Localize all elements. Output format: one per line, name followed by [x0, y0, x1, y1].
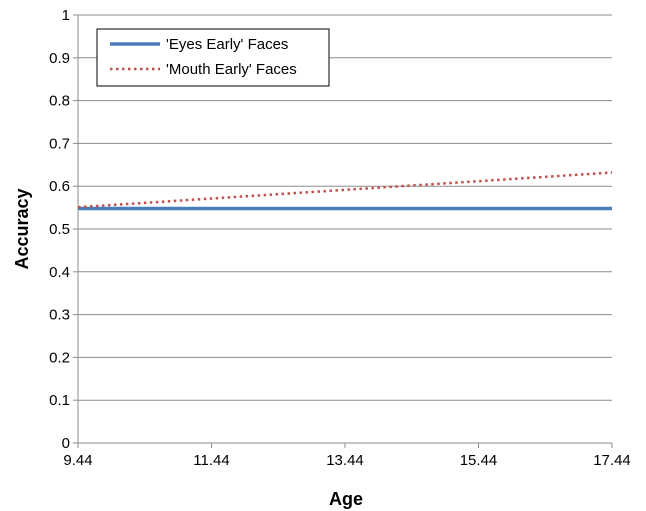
y-tick-label-7: 0.7	[49, 135, 70, 152]
gridlines	[78, 14, 612, 401]
y-tick-labels: 0 0.1 0.2 0.3 0.4 0.5 0.6 0.7 0.8 0.9 1	[49, 7, 70, 452]
x-axis-title: Age	[329, 489, 363, 509]
x-tick-label-3: 15.44	[460, 452, 498, 469]
legend-label-mouth-early: 'Mouth Early' Faces	[166, 61, 297, 78]
x-tick-label-0: 9.44	[63, 452, 92, 469]
x-tick-labels: 9.44 11.44 13.44 15.44 17.44	[63, 452, 630, 469]
series-lines	[77, 171, 613, 211]
y-tick-label-9: 0.9	[49, 50, 70, 67]
y-tick-label-0: 0	[62, 435, 70, 452]
x-tick-label-4: 17.44	[593, 452, 631, 469]
y-tick-label-1: 0.1	[49, 392, 70, 409]
y-tick-label-5: 0.5	[49, 221, 70, 238]
y-tick-label-8: 0.8	[49, 93, 70, 110]
y-tick-label-4: 0.4	[49, 264, 70, 281]
axes	[73, 14, 613, 448]
y-tick-label-6: 0.6	[49, 178, 70, 195]
y-tick-label-10: 1	[62, 7, 70, 24]
legend-box	[96, 28, 330, 87]
series-line-1	[77, 171, 613, 209]
legend-label-eyes-early: 'Eyes Early' Faces	[166, 36, 288, 53]
legend: 'Eyes Early' Faces 'Mouth Early' Faces	[96, 28, 330, 87]
y-tick-label-2: 0.2	[49, 349, 70, 366]
x-tick-label-1: 11.44	[193, 452, 229, 469]
y-axis-title: Accuracy	[12, 188, 32, 269]
x-tick-label-2: 13.44	[326, 452, 364, 469]
y-tick-label-3: 0.3	[49, 307, 70, 324]
